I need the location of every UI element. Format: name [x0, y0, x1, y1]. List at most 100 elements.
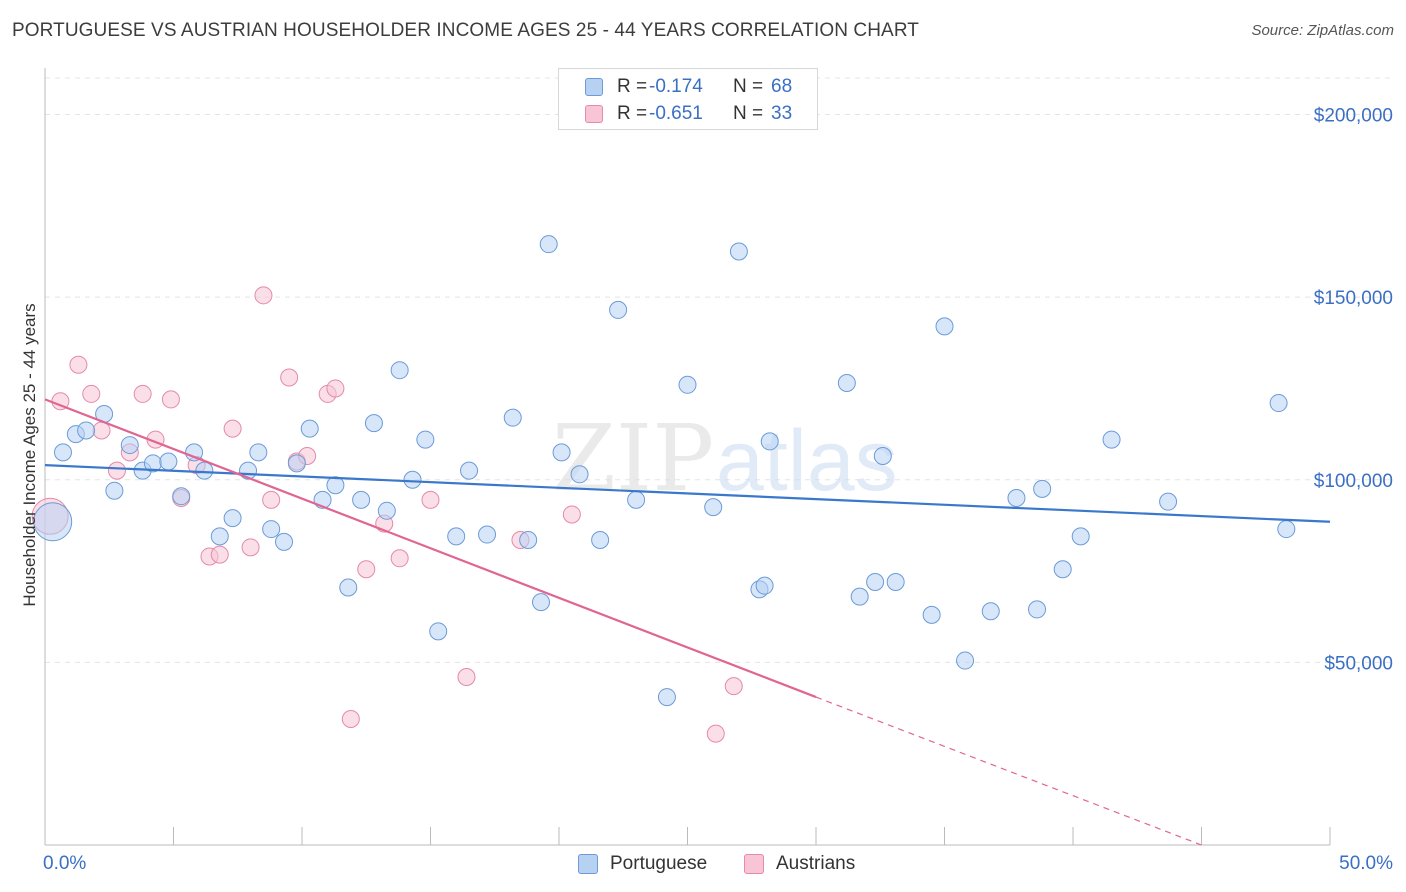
- portuguese-point: [478, 525, 497, 544]
- austrians-point: [210, 545, 229, 564]
- x-tick-label: 50.0%: [1339, 853, 1393, 874]
- portuguese-point: [460, 461, 479, 480]
- austrians-point: [421, 490, 440, 509]
- portuguese-point: [185, 443, 204, 462]
- austrians-point: [280, 368, 299, 387]
- y-tick-label: $50,000: [1324, 653, 1393, 674]
- austrians-point: [254, 286, 273, 305]
- portuguese-point: [1007, 489, 1026, 508]
- austrians-point: [457, 667, 476, 686]
- portuguese-point: [850, 587, 869, 606]
- portuguese-point: [1269, 394, 1288, 413]
- portuguese-point: [416, 430, 435, 449]
- portuguese-point: [403, 470, 422, 489]
- r-value: -0.651: [649, 103, 703, 124]
- portuguese-point: [33, 502, 73, 542]
- portuguese-point: [1102, 430, 1121, 449]
- portuguese-point: [539, 235, 558, 254]
- n-label: N =: [733, 103, 764, 124]
- austrians-point: [390, 549, 409, 568]
- portuguese-point: [195, 461, 214, 480]
- portuguese-trend-line: [44, 464, 1331, 523]
- portuguese-point: [339, 578, 358, 597]
- portuguese-point: [105, 481, 124, 500]
- y-tick-label: $100,000: [1314, 471, 1393, 492]
- portuguese-point: [210, 527, 229, 546]
- portuguese-point: [364, 414, 383, 433]
- austrians-point: [223, 419, 242, 438]
- portuguese-point: [532, 593, 551, 612]
- portuguese-point: [287, 454, 306, 473]
- grid-lines: [45, 77, 1395, 663]
- watermark-atlas: atlas: [716, 413, 898, 509]
- portuguese-point: [390, 361, 409, 380]
- portuguese-point: [609, 300, 628, 319]
- austrians-point: [341, 709, 360, 728]
- portuguese-point: [570, 465, 589, 484]
- portuguese-point: [704, 498, 723, 517]
- portuguese-point: [172, 487, 191, 506]
- legend-row-portuguese: R = -0.174 N = 68: [559, 74, 817, 100]
- stats-legend: R = -0.174 N = 68 R = -0.651 N = 33: [558, 68, 818, 130]
- austrians-trend-extension: [815, 696, 1202, 846]
- portuguese-point: [120, 436, 139, 455]
- tick-labels: $50,000 $100,000 $150,000 $200,000 0.0% 50.0%: [43, 106, 1393, 874]
- portuguese-point: [326, 476, 345, 495]
- r-label: R =: [617, 103, 648, 124]
- portuguese-point: [223, 509, 242, 528]
- portuguese-point: [922, 605, 941, 624]
- portuguese-point: [377, 501, 396, 520]
- portuguese-point: [249, 443, 268, 462]
- austrians-point: [161, 390, 180, 409]
- portuguese-point: [447, 527, 466, 546]
- legend-label: Portuguese: [610, 853, 708, 874]
- portuguese-point: [981, 602, 1000, 621]
- austrians-swatch: [744, 854, 764, 874]
- portuguese-point: [755, 576, 774, 595]
- portuguese-point: [352, 490, 371, 509]
- chart-title: PORTUGUESE VS AUSTRIAN HOUSEHOLDER INCOM…: [12, 20, 919, 41]
- y-tick-label: $200,000: [1314, 106, 1393, 127]
- n-label: N =: [733, 76, 764, 97]
- n-value: 33: [771, 103, 793, 124]
- austrians-point: [262, 490, 281, 509]
- legend-label: Austrians: [776, 853, 856, 874]
- austrians-point: [562, 505, 581, 524]
- y-axis-label: Householder Income Ages 25 - 44 years: [20, 303, 39, 606]
- portuguese-points: [33, 235, 1296, 707]
- portuguese-point: [1053, 560, 1072, 579]
- austrians-point: [82, 384, 101, 403]
- r-label: R =: [617, 76, 648, 97]
- portuguese-point: [837, 373, 856, 392]
- austrians-point: [326, 379, 345, 398]
- portuguese-point: [627, 490, 646, 509]
- austrians-point: [107, 461, 126, 480]
- portuguese-point: [300, 419, 319, 438]
- portuguese-point: [552, 443, 571, 462]
- austrians-point: [133, 384, 152, 403]
- portuguese-point: [678, 375, 697, 394]
- portuguese-point: [503, 408, 522, 427]
- portuguese-point: [429, 622, 448, 641]
- portuguese-swatch: [578, 854, 598, 874]
- portuguese-point: [1071, 527, 1090, 546]
- portuguese-point: [657, 688, 676, 707]
- portuguese-point: [53, 443, 72, 462]
- portuguese-point: [77, 421, 96, 440]
- series-legend: Portuguese Austrians: [0, 852, 1406, 878]
- portuguese-point: [1159, 492, 1178, 511]
- portuguese-point: [866, 573, 885, 592]
- r-value: -0.174: [649, 76, 703, 97]
- austrians-point: [69, 355, 88, 374]
- portuguese-point: [873, 447, 892, 466]
- portuguese-point: [591, 531, 610, 550]
- portuguese-point: [886, 573, 905, 592]
- austrians-point: [357, 560, 376, 579]
- austrians-point: [706, 724, 725, 743]
- portuguese-point: [1277, 520, 1296, 539]
- x-tick-label: 0.0%: [43, 853, 86, 874]
- n-value: 68: [771, 76, 793, 97]
- portuguese-point: [760, 432, 779, 451]
- portuguese-swatch: [585, 78, 603, 96]
